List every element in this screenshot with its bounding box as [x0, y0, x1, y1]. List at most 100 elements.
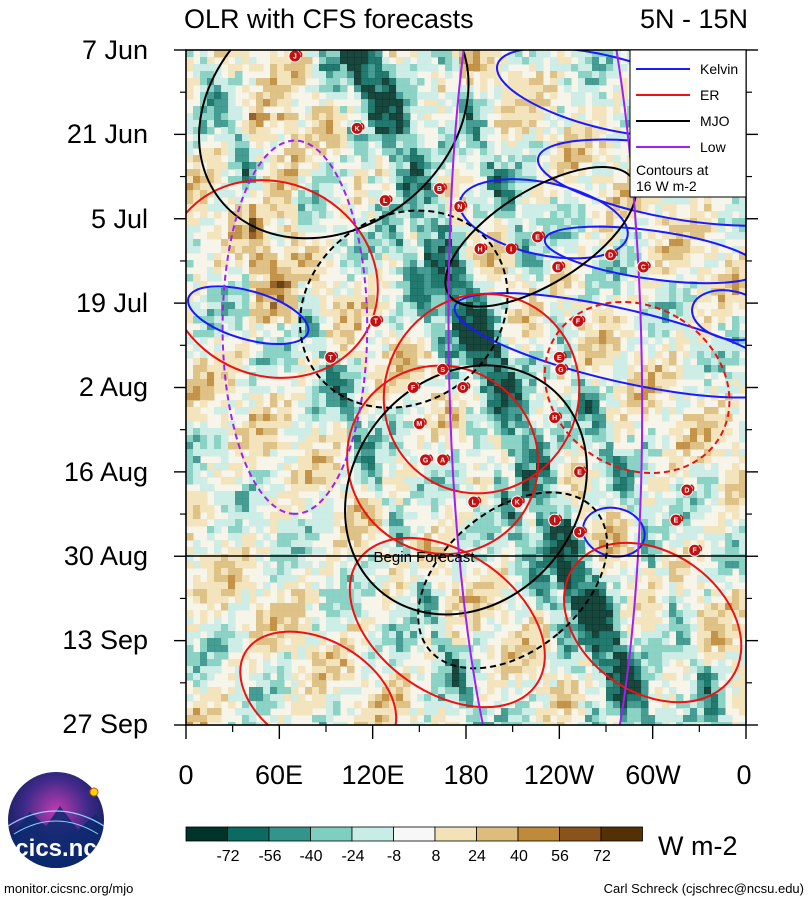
- olr-cell: [648, 526, 656, 534]
- olr-cell: [732, 449, 740, 457]
- olr-cell: [354, 134, 362, 142]
- olr-cell: [235, 568, 243, 576]
- olr-cell: [459, 323, 467, 331]
- olr-cell: [445, 491, 453, 499]
- olr-cell: [284, 183, 292, 191]
- olr-cell: [494, 330, 502, 338]
- olr-cell: [662, 442, 670, 450]
- olr-cell: [494, 183, 502, 191]
- olr-cell: [284, 211, 292, 219]
- olr-cell: [480, 477, 488, 485]
- olr-cell: [662, 267, 670, 275]
- olr-cell: [592, 568, 600, 576]
- olr-cell: [375, 547, 383, 555]
- olr-cell: [375, 554, 383, 562]
- olr-cell: [571, 596, 579, 604]
- olr-cell: [354, 253, 362, 261]
- olr-cell: [284, 631, 292, 639]
- olr-cell: [312, 456, 320, 464]
- olr-cell: [263, 134, 271, 142]
- olr-cell: [522, 624, 530, 632]
- olr-cell: [655, 582, 663, 590]
- olr-cell: [354, 281, 362, 289]
- olr-cell: [550, 225, 558, 233]
- olr-cell: [291, 225, 299, 233]
- olr-cell: [662, 386, 670, 394]
- olr-cell: [417, 106, 425, 114]
- olr-cell: [529, 554, 537, 562]
- olr-cell: [438, 85, 446, 93]
- olr-cell: [536, 204, 544, 212]
- olr-cell: [557, 617, 565, 625]
- olr-cell: [522, 407, 530, 415]
- olr-cell: [536, 78, 544, 86]
- olr-cell: [361, 372, 369, 380]
- olr-cell: [592, 106, 600, 114]
- olr-cell: [655, 197, 663, 205]
- olr-cell: [452, 547, 460, 555]
- olr-cell: [200, 442, 208, 450]
- olr-cell: [592, 610, 600, 618]
- olr-cell: [536, 519, 544, 527]
- olr-cell: [382, 71, 390, 79]
- olr-cell: [403, 260, 411, 268]
- olr-cell: [298, 225, 306, 233]
- olr-cell: [704, 617, 712, 625]
- olr-cell: [473, 519, 481, 527]
- olr-cell: [424, 176, 432, 184]
- olr-cell: [571, 582, 579, 590]
- olr-cell: [697, 596, 705, 604]
- olr-cell: [494, 295, 502, 303]
- olr-cell: [550, 484, 558, 492]
- olr-cell: [711, 617, 719, 625]
- olr-cell: [438, 141, 446, 149]
- olr-cell: [438, 533, 446, 541]
- olr-cell: [424, 421, 432, 429]
- olr-cell: [403, 141, 411, 149]
- olr-cell: [620, 190, 628, 198]
- olr-cell: [312, 225, 320, 233]
- olr-cell: [571, 442, 579, 450]
- olr-cell: [305, 449, 313, 457]
- olr-cell: [403, 547, 411, 555]
- olr-cell: [242, 393, 250, 401]
- olr-cell: [361, 540, 369, 548]
- olr-cell: [676, 330, 684, 338]
- olr-cell: [235, 519, 243, 527]
- olr-cell: [375, 365, 383, 373]
- olr-cell: [494, 211, 502, 219]
- olr-cell: [284, 64, 292, 72]
- olr-cell: [431, 64, 439, 72]
- olr-cell: [564, 246, 572, 254]
- olr-cell: [431, 421, 439, 429]
- olr-cell: [445, 232, 453, 240]
- olr-cell: [389, 127, 397, 135]
- olr-cell: [627, 232, 635, 240]
- olr-cell: [256, 421, 264, 429]
- olr-cell: [242, 351, 250, 359]
- olr-cell: [676, 365, 684, 373]
- olr-cell: [718, 274, 726, 282]
- olr-cell: [410, 127, 418, 135]
- olr-cell: [529, 162, 537, 170]
- olr-cell: [529, 288, 537, 296]
- olr-cell: [669, 484, 677, 492]
- olr-cell: [368, 309, 376, 317]
- olr-cell: [256, 407, 264, 415]
- olr-cell: [403, 386, 411, 394]
- olr-cell: [333, 407, 341, 415]
- olr-cell: [599, 407, 607, 415]
- olr-cell: [417, 526, 425, 534]
- olr-cell: [550, 624, 558, 632]
- olr-cell: [683, 393, 691, 401]
- olr-cell: [697, 575, 705, 583]
- olr-cell: [725, 519, 733, 527]
- olr-cell: [396, 442, 404, 450]
- olr-cell: [242, 127, 250, 135]
- olr-cell: [340, 127, 348, 135]
- olr-cell: [487, 351, 495, 359]
- olr-cell: [375, 246, 383, 254]
- olr-cell: [298, 197, 306, 205]
- olr-cell: [592, 407, 600, 415]
- olr-cell: [396, 141, 404, 149]
